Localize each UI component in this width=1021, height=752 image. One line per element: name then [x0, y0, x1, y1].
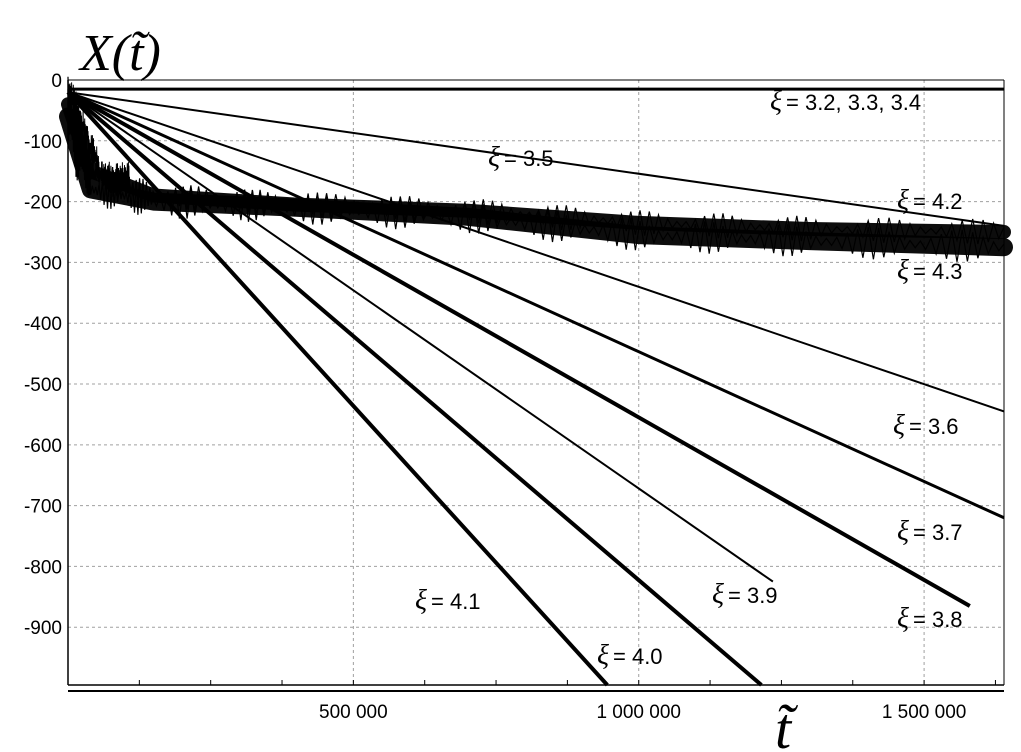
- y-tick-label: -900: [24, 618, 62, 639]
- x-tick-label: 1 000 000: [596, 702, 681, 723]
- series-annotation: ξ = 3.7: [897, 516, 963, 547]
- xi-symbol: ξ: [897, 185, 909, 216]
- y-tick-label: -600: [24, 436, 62, 457]
- series-annotation: ξ = 4.2: [897, 185, 963, 216]
- annotation-value: = 4.3: [913, 259, 963, 284]
- xi-symbol: ξ: [893, 410, 905, 441]
- xi-symbol: ξ: [897, 516, 909, 547]
- y-tick-label: -400: [24, 314, 62, 335]
- annotation-value: = 3.9: [728, 583, 778, 608]
- annotation-value: = 3.2, 3.3, 3.4: [786, 90, 921, 115]
- x-tick-label: 1 500 000: [882, 702, 967, 723]
- series-annotation: ξ = 3.9: [712, 579, 778, 610]
- xi-symbol: ξ: [770, 86, 782, 117]
- annotation-value: = 4.0: [613, 644, 663, 669]
- annotation-value: = 3.5: [504, 146, 554, 171]
- xi-symbol: ξ: [597, 640, 609, 671]
- series-annotation: ξ = 3.5: [488, 142, 554, 173]
- xi-symbol: ξ: [897, 603, 909, 634]
- x-tick-label: 500 000: [319, 702, 388, 723]
- xi-symbol: ξ: [712, 579, 724, 610]
- series-annotation: ξ = 3.8: [897, 603, 963, 634]
- y-tick-label: -800: [24, 557, 62, 578]
- series-annotation: ξ = 4.0: [597, 640, 663, 671]
- xi-symbol: ξ: [488, 142, 500, 173]
- annotation-value: = 3.7: [913, 520, 963, 545]
- series-annotation: ξ = 4.1: [415, 585, 481, 616]
- xi-symbol: ξ: [415, 585, 427, 616]
- y-tick-label: 0: [51, 71, 62, 92]
- series-annotation: ξ = 3.6: [893, 410, 959, 441]
- y-tick-label: -500: [24, 375, 62, 396]
- y-tick-label: -200: [24, 193, 62, 214]
- y-tick-label: -700: [24, 497, 62, 518]
- y-axis-title: X(t̃): [78, 25, 161, 82]
- annotation-value: = 4.2: [913, 189, 963, 214]
- annotation-value: = 4.1: [431, 589, 481, 614]
- series-annotation: ξ = 3.2, 3.3, 3.4: [770, 86, 921, 117]
- annotation-value: = 3.8: [913, 607, 963, 632]
- xi-symbol: ξ: [897, 255, 909, 286]
- y-tick-label: -300: [24, 253, 62, 274]
- annotation-value: = 3.6: [909, 414, 959, 439]
- series-annotation: ξ = 4.3: [897, 255, 963, 286]
- y-tick-label: -100: [24, 132, 62, 153]
